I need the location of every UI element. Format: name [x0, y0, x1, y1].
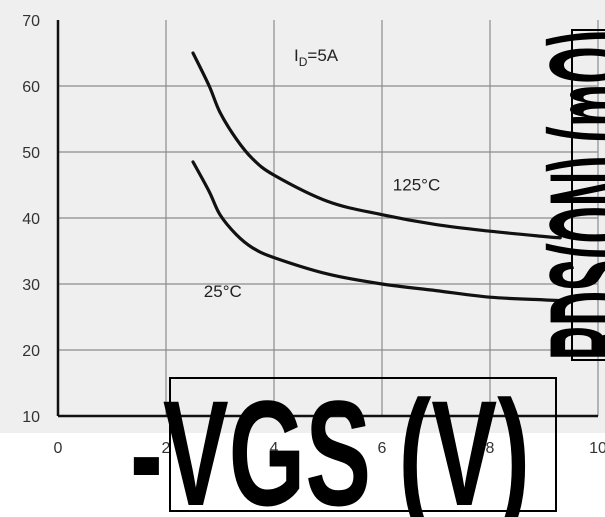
- x-tick-label: 2: [162, 440, 171, 457]
- gridlines: [58, 20, 599, 417]
- y-tick-label: 70: [22, 13, 40, 30]
- x-tick-label: 4: [270, 440, 279, 457]
- annotation-rest: =5A: [307, 46, 338, 65]
- y-tick-label: 50: [22, 145, 40, 162]
- y-tick-label: 60: [22, 79, 40, 96]
- series-labels: 125°C 25°C: [204, 175, 440, 301]
- y-tick-label: 40: [22, 211, 40, 228]
- y-axis-title: RDS(ON) (mΩ): [522, 29, 605, 361]
- y-tick-label: 30: [22, 277, 40, 294]
- series-label-1: 25°C: [204, 282, 242, 301]
- y-tick-label: 10: [22, 409, 40, 426]
- tick-labels: 0 2 4 6 8 10 10 20 30 40 50 60 70: [22, 13, 605, 457]
- annotation-main: I: [294, 46, 299, 65]
- x-tick-label: 10: [589, 440, 605, 457]
- x-axis-title: -VGS (V): [130, 369, 557, 517]
- x-axis-title-text: -VGS (V): [130, 369, 530, 517]
- series-layer: [191, 51, 562, 303]
- x-tick-label: 8: [486, 440, 495, 457]
- series-label-0: 125°C: [393, 175, 440, 194]
- y-axis-title-text: RDS(ON) (mΩ): [522, 30, 605, 360]
- annotation-sub: D: [299, 55, 308, 69]
- current-annotation: ID=5A: [294, 46, 339, 69]
- y-tick-label: 20: [22, 343, 40, 360]
- x-tick-label: 6: [378, 440, 387, 457]
- axes: [56, 20, 598, 418]
- x-tick-label: 0: [54, 440, 63, 457]
- series-line-1: [191, 160, 562, 303]
- series-line-0: [191, 51, 562, 240]
- plot-background: [0, 0, 605, 433]
